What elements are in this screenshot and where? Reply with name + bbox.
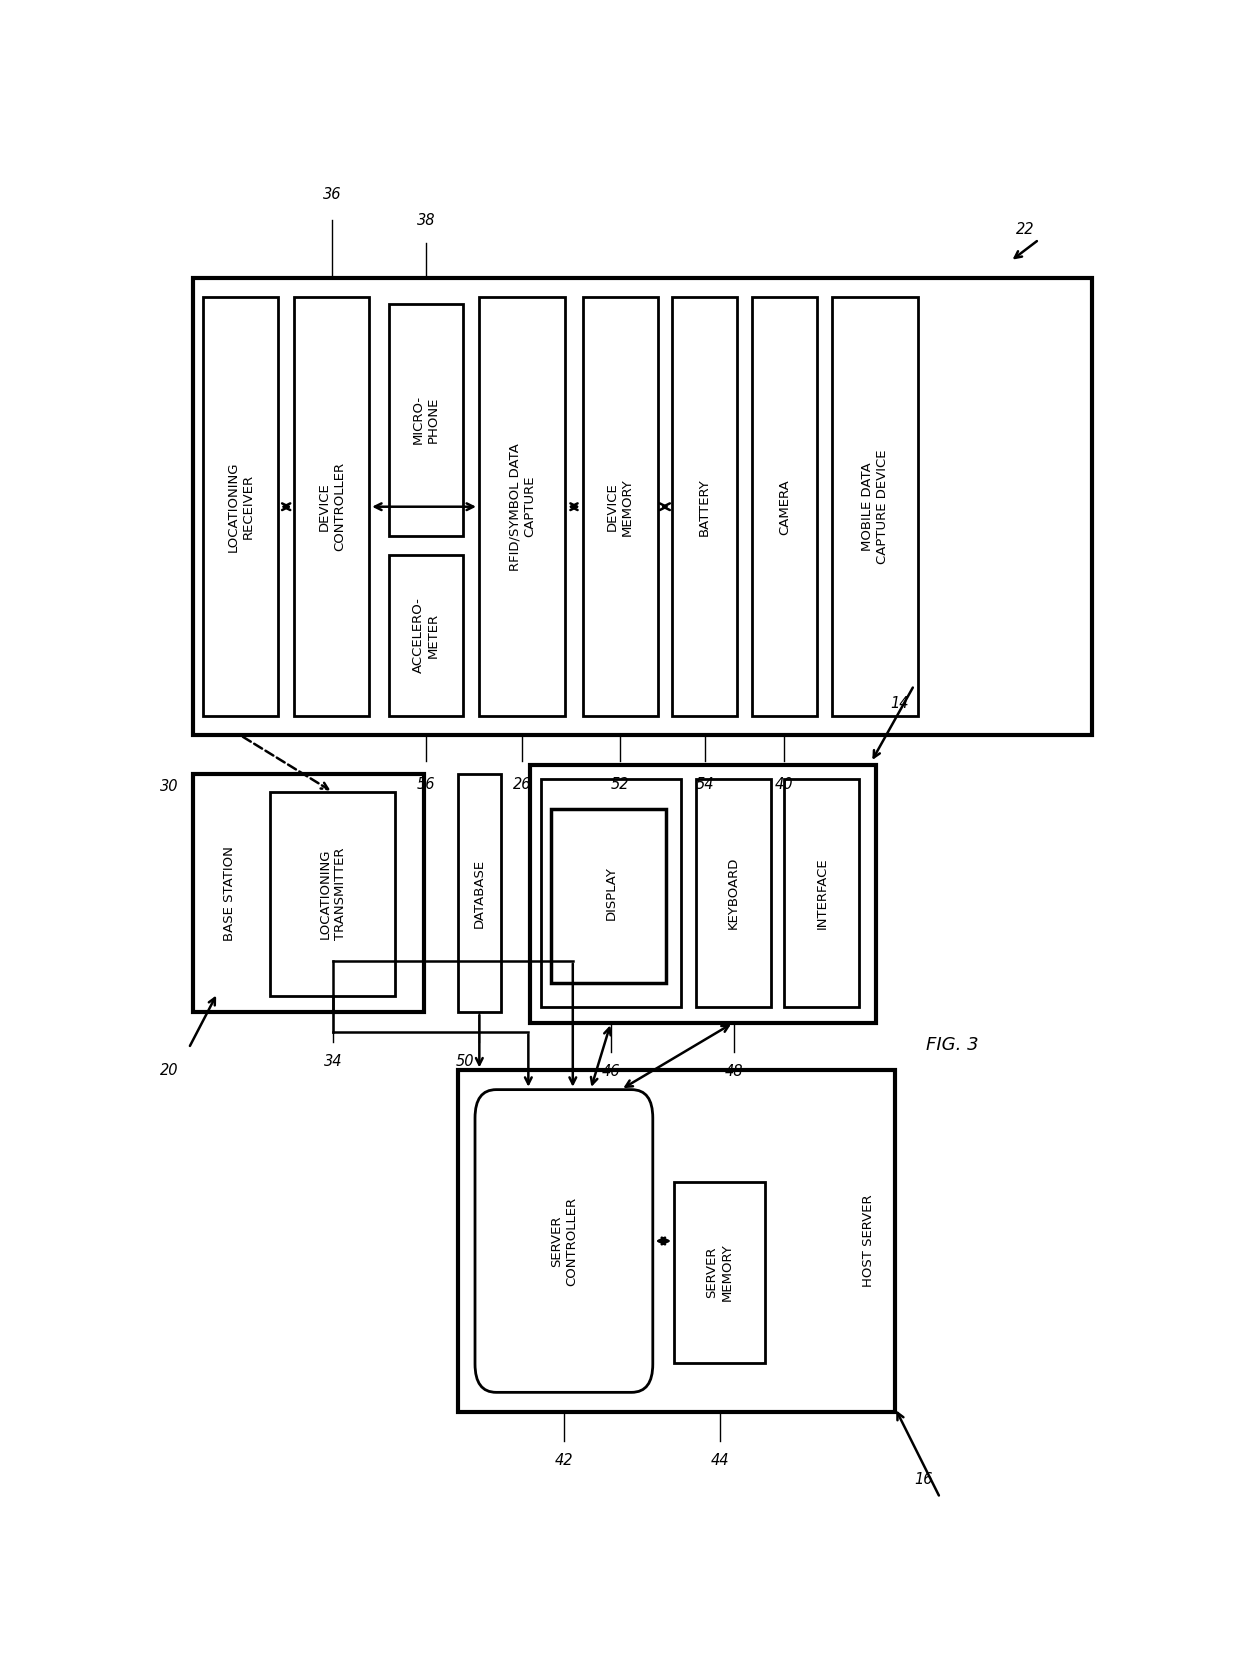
Bar: [203, 298, 278, 716]
Text: DISPLAY: DISPLAY: [604, 867, 618, 920]
Bar: [583, 298, 657, 716]
Text: 14: 14: [890, 696, 909, 711]
Text: 30: 30: [160, 780, 179, 795]
Text: BASE STATION: BASE STATION: [223, 847, 237, 940]
Bar: [675, 1183, 765, 1363]
Text: 50: 50: [455, 1054, 474, 1069]
Bar: [696, 780, 771, 1007]
Text: 34: 34: [324, 1054, 342, 1069]
Text: FIG. 3: FIG. 3: [926, 1036, 978, 1054]
Text: 26: 26: [513, 776, 532, 791]
Text: MICRO-
PHONE: MICRO- PHONE: [412, 395, 440, 445]
Text: BATTERY: BATTERY: [698, 478, 712, 535]
Text: 42: 42: [554, 1454, 573, 1469]
Text: MOBILE DATA
CAPTURE DEVICE: MOBILE DATA CAPTURE DEVICE: [861, 450, 889, 564]
Text: 46: 46: [601, 1064, 620, 1079]
Text: DATABASE: DATABASE: [472, 858, 486, 929]
Bar: [193, 278, 1092, 736]
Text: LOCATIONING
TRANSMITTER: LOCATIONING TRANSMITTER: [319, 848, 347, 940]
FancyBboxPatch shape: [475, 1089, 652, 1392]
Text: ACCELERO-
METER: ACCELERO- METER: [412, 597, 440, 674]
Text: 40: 40: [775, 776, 794, 791]
Text: 36: 36: [322, 187, 341, 202]
Text: 16: 16: [915, 1472, 932, 1487]
Bar: [294, 298, 370, 716]
Bar: [785, 780, 859, 1007]
Text: RFID/SYMBOL DATA
CAPTURE: RFID/SYMBOL DATA CAPTURE: [508, 443, 536, 570]
Text: 38: 38: [417, 212, 435, 228]
Bar: [193, 775, 424, 1012]
Bar: [458, 1071, 895, 1412]
Bar: [529, 765, 875, 1022]
Text: 20: 20: [160, 1062, 179, 1077]
Text: 56: 56: [417, 776, 435, 791]
Text: 52: 52: [611, 776, 630, 791]
Text: SERVER
MEMORY: SERVER MEMORY: [706, 1243, 734, 1302]
Text: DEVICE
MEMORY: DEVICE MEMORY: [606, 478, 634, 535]
Bar: [388, 304, 464, 535]
Bar: [458, 775, 501, 1012]
Text: 44: 44: [711, 1454, 729, 1469]
Text: HOST SERVER: HOST SERVER: [862, 1195, 874, 1287]
Text: KEYBOARD: KEYBOARD: [727, 857, 740, 930]
Bar: [751, 298, 817, 716]
Bar: [388, 555, 464, 716]
Bar: [542, 780, 681, 1007]
Bar: [551, 808, 666, 982]
Text: CAMERA: CAMERA: [777, 478, 791, 535]
Text: 48: 48: [724, 1064, 743, 1079]
Text: 54: 54: [696, 776, 714, 791]
Text: LOCATIONING
RECEIVER: LOCATIONING RECEIVER: [227, 462, 254, 552]
Text: INTERFACE: INTERFACE: [816, 857, 828, 929]
Bar: [270, 791, 396, 995]
Bar: [672, 298, 738, 716]
Bar: [479, 298, 565, 716]
Text: DEVICE
CONTROLLER: DEVICE CONTROLLER: [317, 462, 346, 552]
Bar: [832, 298, 918, 716]
Text: SERVER
CONTROLLER: SERVER CONTROLLER: [549, 1196, 578, 1285]
Text: 22: 22: [1016, 221, 1034, 236]
